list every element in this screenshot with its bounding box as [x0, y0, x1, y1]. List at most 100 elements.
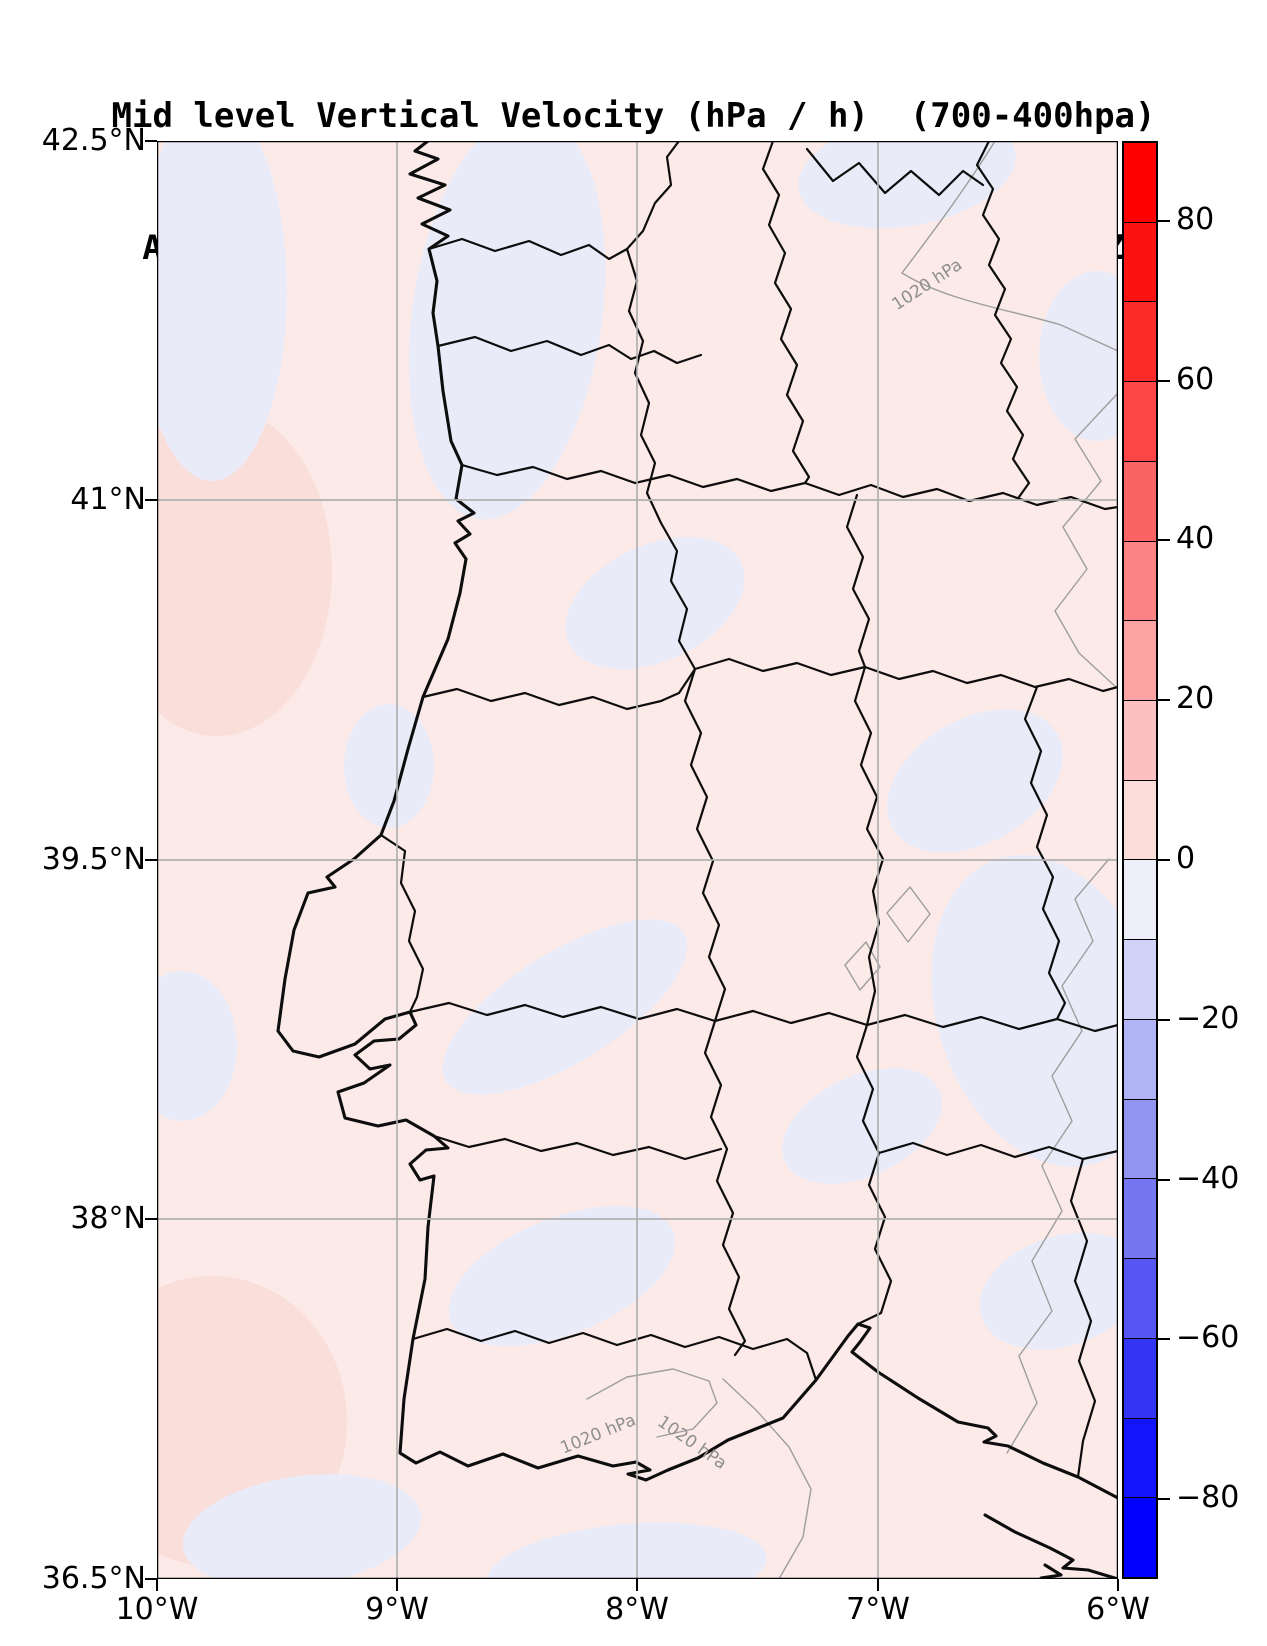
admin-border [436, 335, 703, 365]
admin-border [853, 665, 885, 1027]
colorbar-tick-label: 40 [1176, 521, 1215, 557]
admin-border [975, 141, 1031, 499]
admin-border [805, 147, 985, 197]
field-patch-neg10-0 [782, 1068, 942, 1184]
field-patch-neg10-0 [157, 971, 237, 1121]
colorbar-segment [1124, 1497, 1156, 1577]
colorbar-tick-label: −80 [1176, 1480, 1240, 1516]
y-axis-tick-label: 39.5°N [41, 842, 146, 877]
isobar-contour [886, 886, 931, 943]
y-axis-tick-label: 42.5°N [41, 123, 146, 158]
isobar-contour [901, 141, 1118, 352]
field-patch-neg10-0 [487, 1522, 767, 1579]
field-patch-neg10-0 [344, 704, 434, 828]
colorbar-tick [1158, 699, 1170, 702]
colorbar-tick [1158, 219, 1170, 222]
colorbar-segment [1124, 1258, 1156, 1338]
colorbar-segment [1124, 700, 1156, 780]
colorbar-segment [1124, 1337, 1156, 1418]
colorbar-tick [1158, 379, 1170, 382]
plot-title: Mid level Vertical Velocity (hPa / h) (7… [111, 96, 1156, 136]
field-patch-neg10-0 [448, 1205, 676, 1347]
admin-border [703, 1019, 747, 1357]
colorbar-segment [1124, 1018, 1156, 1099]
admin-border [421, 667, 697, 711]
colorbar-tick [1158, 539, 1170, 542]
field-patch-neg10-0 [887, 709, 1063, 853]
colorbar-segment [1124, 620, 1156, 701]
x-axis-tick [636, 1579, 638, 1591]
admin-border [408, 1001, 1118, 1033]
isobar-contour [844, 941, 881, 991]
y-axis-tick-label: 36.5°N [41, 1561, 146, 1596]
admin-border [683, 667, 727, 1023]
y-axis-tick-label: 38°N [70, 1201, 146, 1236]
field-patch-neg10-0 [798, 141, 1016, 229]
colorbar-segment [1124, 143, 1156, 222]
colorbar-tick-label: 60 [1176, 361, 1215, 397]
y-axis-tick-label: 41°N [70, 482, 146, 517]
x-axis-tick-label: 8°W [605, 1592, 669, 1627]
colorbar-tick [1158, 859, 1170, 861]
coastline [1039, 1563, 1063, 1579]
colorbar-tick-label: 80 [1176, 201, 1215, 237]
colorbar-segment [1124, 381, 1156, 461]
colorbar-segment [1124, 460, 1156, 541]
admin-border [761, 141, 811, 485]
admin-border [1069, 1157, 1097, 1479]
coastline [983, 1513, 1118, 1579]
x-axis-tick [1117, 1579, 1119, 1591]
isobar-contour [1006, 858, 1110, 1454]
y-axis-tick [145, 499, 157, 501]
field-patch-neg10-0 [408, 141, 606, 520]
colorbar-tick-label: 0 [1176, 841, 1196, 876]
admin-border [855, 1023, 893, 1326]
colorbar-tick [1158, 1178, 1170, 1181]
colorbar-segment [1124, 1178, 1156, 1259]
x-axis-tick [396, 1579, 398, 1591]
y-axis-tick [145, 140, 157, 142]
isobar-contour [586, 1368, 718, 1438]
x-axis-tick [877, 1579, 879, 1591]
field-patch-neg10-0 [565, 536, 745, 670]
colorbar-tick-label: −40 [1176, 1160, 1240, 1196]
colorbar-tick-label: 20 [1176, 681, 1215, 717]
colorbar-tick [1158, 1338, 1170, 1341]
x-axis-tick-label: 9°W [365, 1592, 429, 1627]
field-patch-neg10-0 [1039, 271, 1118, 441]
y-axis-tick [145, 859, 157, 861]
x-axis-tick-label: 7°W [846, 1592, 910, 1627]
colorbar-segment [1124, 301, 1156, 382]
admin-border [1023, 685, 1067, 1021]
y-axis-tick [145, 1218, 157, 1220]
admin-border [432, 1134, 723, 1161]
admin-border [625, 247, 697, 671]
colorbar-segment [1124, 1098, 1156, 1179]
field-patch-10-20 [157, 406, 332, 736]
colorbar-segment [1124, 779, 1156, 860]
x-axis-tick [156, 1579, 158, 1591]
admin-border [845, 493, 871, 669]
admin-border [877, 1141, 1118, 1161]
field-patch-neg10-0 [979, 1232, 1118, 1350]
colorbar-tick [1158, 1018, 1170, 1021]
colorbar-tick-label: −60 [1176, 1320, 1240, 1356]
colorbar-segment [1124, 859, 1156, 940]
y-axis-tick [145, 1578, 157, 1580]
admin-border [379, 833, 425, 1014]
field-patch-neg10-0 [931, 855, 1118, 1167]
isobar-contour [722, 1378, 812, 1579]
colorbar-tick-label: −20 [1176, 1000, 1240, 1036]
colorbar-segment [1124, 221, 1156, 302]
isobar-contour [1054, 392, 1118, 690]
colorbar-segment [1124, 939, 1156, 1019]
field-patch-neg10-0 [442, 919, 688, 1095]
colorbar [1122, 141, 1158, 1579]
x-axis-tick-label: 6°W [1086, 1592, 1150, 1627]
x-axis-tick-label: 10°W [115, 1592, 199, 1627]
coastline [276, 141, 1118, 1500]
colorbar-tick [1158, 1498, 1170, 1501]
field-patch-neg10-0 [157, 141, 287, 481]
